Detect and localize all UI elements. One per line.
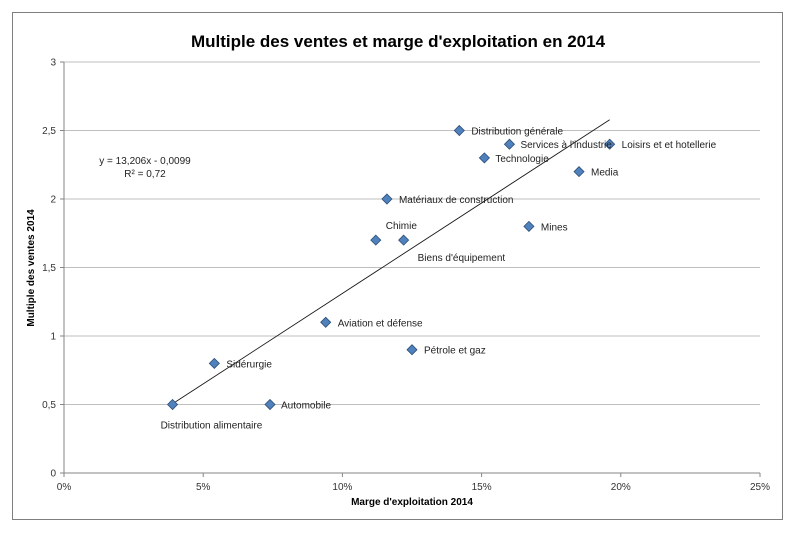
y-tick-label: 0,5 <box>42 400 56 411</box>
data-point-marker <box>208 357 220 369</box>
x-axis-title: Marge d'exploitation 2014 <box>351 497 473 508</box>
data-point-marker <box>573 166 585 178</box>
trendline-r2: R² = 0,72 <box>124 169 166 180</box>
data-point-label: Aviation et défense <box>338 318 423 329</box>
y-tick-label: 1,5 <box>42 263 56 274</box>
data-points <box>167 124 616 411</box>
point-labels: Distribution alimentaire Sidérurgie Automo… <box>161 127 717 432</box>
data-point-marker <box>478 152 490 164</box>
y-tick-label: 0 <box>50 469 56 480</box>
trendline-line <box>172 119 610 405</box>
data-point-label: Pétrole et gaz <box>424 346 486 357</box>
data-point-marker <box>523 220 535 232</box>
data-point-label: Mines <box>541 222 568 233</box>
y-tick-label: 3 <box>50 58 56 69</box>
x-tick-label: 25% <box>750 482 770 493</box>
x-tick-label: 10% <box>332 482 352 493</box>
y-tick-label: 2 <box>50 195 56 206</box>
data-point-label: Sidérurgie <box>226 359 272 370</box>
y-tick-label: 2,5 <box>42 126 56 137</box>
data-point-marker <box>167 398 179 411</box>
x-tick-label: 15% <box>472 482 492 493</box>
x-axis-ticks: 0% 5% 10% 15% 20% 25% <box>57 473 770 493</box>
data-point-marker <box>264 398 276 411</box>
y-axis-ticks: 0 0,5 1 1,5 2 2,5 3 <box>42 58 64 480</box>
data-point-label: Biens d'équipement <box>418 253 506 264</box>
data-point-marker <box>398 234 410 246</box>
data-point-label: Loisirs et et hotellerie <box>622 140 717 151</box>
data-point-label: Matériaux de construction <box>399 195 514 206</box>
gridlines <box>64 61 760 405</box>
data-point-label: Technologie <box>495 154 549 165</box>
x-tick-label: 5% <box>196 482 211 493</box>
data-point-marker <box>370 234 382 246</box>
x-tick-label: 20% <box>611 482 631 493</box>
data-point-marker <box>381 193 393 205</box>
trendline <box>172 119 610 405</box>
y-tick-label: 1 <box>50 332 56 343</box>
data-point-label: Distribution alimentaire <box>161 421 263 432</box>
chart-frame <box>12 12 783 520</box>
x-tick-label: 0% <box>57 482 72 493</box>
data-point-label: Chimie <box>386 221 418 232</box>
data-point-label: Distribution générale <box>471 127 563 138</box>
y-axis-title: Multiple des ventes 2014 <box>26 209 37 327</box>
data-point-marker <box>503 138 516 150</box>
data-point-marker <box>604 138 616 150</box>
data-point-marker <box>320 316 332 328</box>
data-point-label: Automobile <box>281 401 331 412</box>
trendline-equation: y = 13,206x - 0,0099 <box>99 156 191 167</box>
data-point-label: Media <box>591 168 619 179</box>
data-point-label: Services à l'industrie <box>520 140 612 151</box>
data-point-marker <box>453 124 465 137</box>
chart-title: Multiple des ventes et marge d'exploitat… <box>191 32 606 51</box>
data-point-marker <box>406 344 418 356</box>
